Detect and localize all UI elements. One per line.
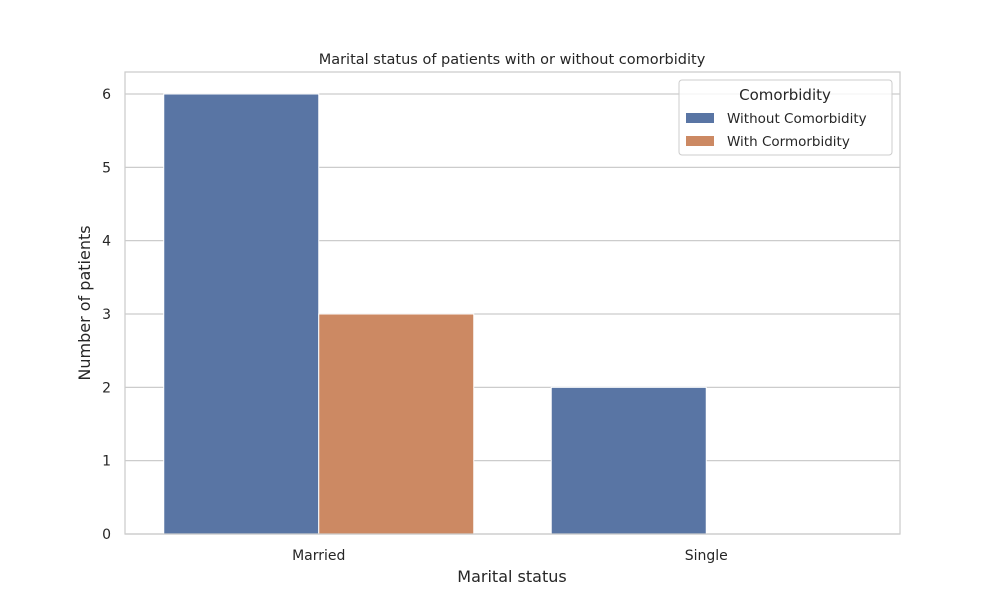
bar-married-without-comorbidity	[163, 93, 320, 535]
y-tick-label: 2	[102, 380, 111, 396]
chart-title: Marital status of patients with or witho…	[319, 52, 706, 68]
x-axis-label: Marital status	[457, 567, 566, 586]
y-tick-label: 4	[102, 234, 111, 250]
legend: Comorbidity Without Comorbidity With Cor…	[678, 79, 893, 156]
y-tick-label: 1	[102, 454, 111, 470]
y-tick-label: 0	[102, 527, 111, 543]
y-tick-label: 6	[102, 87, 111, 103]
y-tick-label: 5	[102, 160, 111, 176]
x-tick-label: Single	[685, 548, 728, 564]
x-tick-labels: Married Single	[292, 548, 728, 564]
legend-swatch-without-comorbidity	[686, 113, 714, 123]
plot-area-frame	[124, 71, 901, 535]
bar-single-without-comorbidity	[550, 386, 707, 535]
bars	[163, 93, 707, 535]
legend-label-with-comorbidity: With Cormorbidity	[727, 134, 850, 150]
y-axis-label: Number of patients	[75, 225, 94, 380]
bar-married-with-comorbidity	[318, 313, 475, 535]
legend-swatch-with-comorbidity	[686, 136, 714, 146]
y-tick-labels: 0 1 2 3 4 5 6	[102, 87, 111, 543]
y-tick-label: 3	[102, 307, 111, 323]
legend-label-without-comorbidity: Without Comorbidity	[727, 111, 867, 127]
legend-frame	[678, 79, 893, 156]
x-tick-label: Married	[292, 548, 345, 564]
legend-title: Comorbidity	[739, 86, 831, 104]
